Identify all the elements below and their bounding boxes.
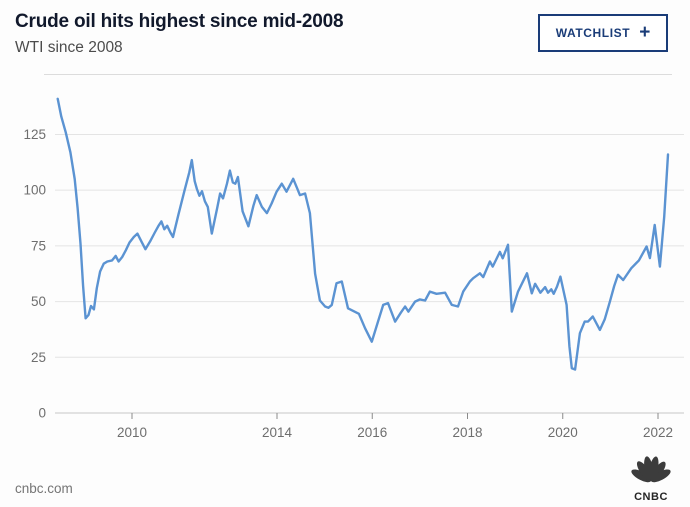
header-divider [44,74,672,75]
x-axis-tick-label: 2022 [643,425,673,440]
chart-subtitle: WTI since 2008 [15,39,123,56]
x-axis-tick-label: 2020 [548,425,578,440]
x-axis-tick-label: 2018 [452,425,482,440]
plus-icon: + [639,21,651,43]
y-axis-tick-label: 50 [31,294,46,309]
svg-text:CNBC: CNBC [634,491,668,502]
price-line [56,97,670,371]
page-title: Crude oil hits highest since mid-2008 [15,11,344,32]
x-axis-tick-label: 2014 [262,425,293,440]
x-axis-tick-label: 2010 [117,425,147,440]
y-axis-tick-label: 125 [23,127,46,142]
y-axis-tick-label: 100 [23,183,46,198]
y-axis-tick-label: 0 [38,406,46,421]
y-axis-tick-label: 25 [31,350,46,365]
y-axis-tick-label: 75 [31,238,46,253]
watchlist-button-label: WATCHLIST [555,26,631,40]
line-chart: 0 25 50 75 100 125 2010 2014 2016 2018 2020 2022 [0,85,690,455]
watchlist-button[interactable]: WATCHLIST + [538,14,668,52]
cnbc-logo: CNBC [626,454,676,503]
chart-canvas: 0 25 50 75 100 125 2010 2014 2016 2018 2020 2022 [23,97,684,440]
peacock-icon: CNBC [631,456,671,503]
x-axis-tick-label: 2016 [357,425,387,440]
source-attribution: cnbc.com [15,481,73,496]
